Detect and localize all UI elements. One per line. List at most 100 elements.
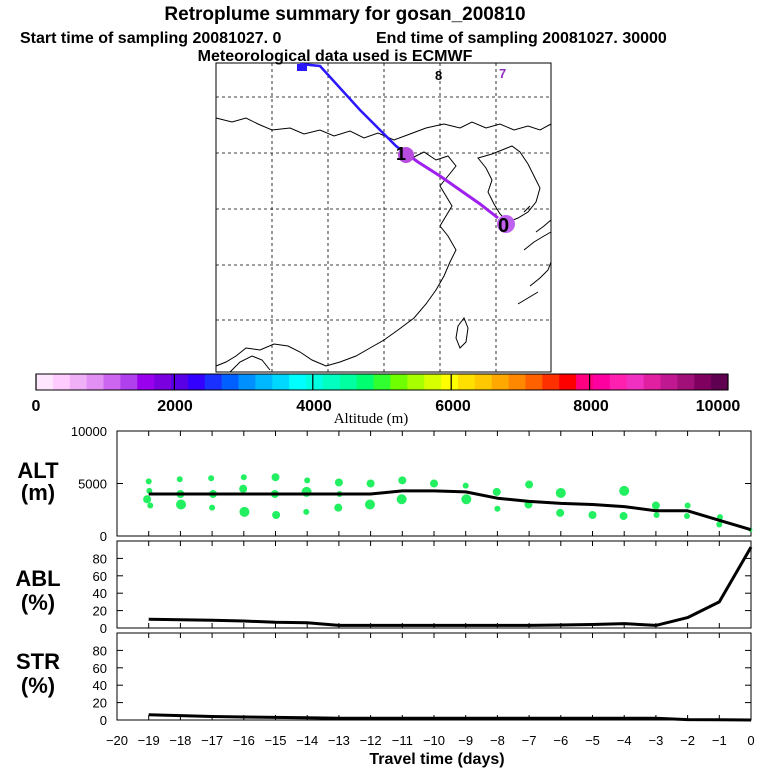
altitude-scatter-point — [492, 487, 501, 496]
x-tick-label: −3 — [648, 733, 663, 748]
x-tick-label: −12 — [360, 733, 382, 748]
coastline-korea — [477, 145, 541, 223]
altitude-scatter-point — [143, 495, 152, 504]
colorbar-swatch — [592, 374, 611, 390]
colorbar-swatch — [660, 374, 678, 390]
x-tick-label: 0 — [747, 733, 754, 748]
colorbar-swatch — [542, 374, 560, 390]
altitude-scatter-point — [716, 521, 723, 528]
coastline-china-east — [215, 149, 457, 367]
colorbar-swatch — [289, 374, 307, 390]
colorbar-swatch — [272, 374, 290, 390]
altitude-scatter-point — [462, 482, 469, 489]
figure-title: Retroplume summary for gosan_200810 — [164, 4, 525, 25]
trajectory: 1 0 8 7 — [297, 62, 515, 237]
y-tick-label: 0 — [100, 529, 107, 544]
y-tick-label: 60 — [93, 569, 107, 584]
trajectory-upper-segment — [299, 62, 405, 153]
altitude-scatter-point — [619, 512, 628, 521]
altitude-scatter-point — [619, 485, 630, 496]
coastline-south — [229, 355, 271, 373]
colorbar-swatch — [339, 374, 358, 390]
meteorological-data-label: Meteorological data used is ECMWF — [198, 48, 473, 65]
altitude-scatter-point — [271, 473, 280, 482]
coastline-japan — [517, 205, 552, 305]
colorbar-swatch — [52, 374, 71, 390]
colorbar-swatch — [154, 374, 172, 390]
x-tick-label: −1 — [712, 733, 727, 748]
colorbar-swatch — [255, 374, 273, 390]
release-label: 0 — [498, 215, 509, 237]
altitude-scatter-point — [239, 506, 250, 517]
colorbar-swatch — [373, 374, 391, 390]
altitude-scatter-point — [239, 484, 248, 493]
x-tick-label: −14 — [296, 733, 318, 748]
colorbar-tick-label: 10000 — [696, 398, 741, 415]
altitude-scatter-point — [525, 480, 534, 489]
abl-panel-unit: (%) — [21, 590, 55, 615]
abl-series-line — [148, 546, 753, 627]
altitude-scatter-point — [208, 475, 215, 482]
x-tick-label: −13 — [328, 733, 350, 748]
x-tick-label: −15 — [264, 733, 286, 748]
altitude-scatter-point — [653, 512, 660, 518]
colorbar-swatch — [69, 374, 88, 390]
x-tick-label: −11 — [392, 733, 413, 748]
x-tick-label: −5 — [585, 733, 600, 748]
altitude-scatter-point — [588, 511, 597, 519]
x-tick-label: −2 — [680, 733, 695, 748]
altitude-scatter-point — [145, 478, 152, 485]
x-tick-label: −6 — [553, 733, 568, 748]
altitude-scatter-point — [683, 513, 690, 520]
colorbar-swatch — [407, 374, 425, 390]
trajectory-cluster-marker — [398, 147, 414, 163]
altitude-scatter-point — [461, 494, 472, 505]
y-tick-label: 40 — [93, 678, 107, 693]
altitude-scatter-point — [272, 511, 281, 519]
altitude-scatter-point — [556, 508, 565, 517]
altitude-scatter-point — [240, 474, 247, 481]
y-tick-label: 20 — [93, 604, 107, 619]
altitude-scatter-point — [146, 487, 153, 494]
colorbar-swatch — [238, 374, 256, 390]
colorbar-tick-label: 0 — [32, 398, 41, 415]
coastline-taiwan — [455, 316, 469, 349]
y-tick-label: 0 — [100, 713, 107, 728]
release-point-marker — [497, 215, 515, 233]
colorbar-swatch — [711, 374, 729, 390]
altitude-scatter-point — [176, 476, 183, 483]
colorbar-swatch — [137, 374, 155, 390]
colorbar-swatch — [694, 374, 712, 390]
str-series-line — [148, 713, 752, 722]
colorbar-swatch — [643, 374, 661, 390]
start-cluster-marker — [297, 64, 307, 71]
colorbar-swatch — [204, 374, 223, 390]
x-tick-label: −7 — [522, 733, 537, 748]
y-tick-label: 5000 — [78, 477, 107, 492]
altitude-scatter-point — [430, 479, 438, 488]
x-tick-label: −20 — [106, 733, 128, 748]
colorbar-swatch — [306, 374, 324, 390]
colorbar-swatch — [36, 374, 54, 390]
colorbar-swatch — [457, 374, 476, 390]
altitude-scatter-point — [364, 499, 375, 510]
colorbar-swatch — [424, 374, 442, 390]
altitude-scatter-point — [366, 479, 375, 488]
str-panel-frame — [116, 632, 752, 721]
altitude-scatter-point — [304, 477, 311, 484]
colorbar-tick-label: 2000 — [157, 398, 193, 415]
map-gridlines — [216, 63, 551, 372]
x-axis-label: Travel time (days) — [369, 751, 504, 768]
abl-panel-label: ABL — [15, 566, 60, 591]
alt-panel-label: ALT — [17, 458, 59, 483]
colorbar-swatch — [525, 374, 543, 390]
colorbar-tick-label: 6000 — [435, 398, 471, 415]
colorbar-swatch — [559, 374, 577, 390]
x-tick-label: −4 — [617, 733, 632, 748]
colorbar-swatch — [86, 374, 104, 390]
altitude-scatter-point — [209, 504, 216, 511]
altitude-scatter-point — [494, 505, 501, 512]
colorbar-swatch — [474, 374, 493, 390]
